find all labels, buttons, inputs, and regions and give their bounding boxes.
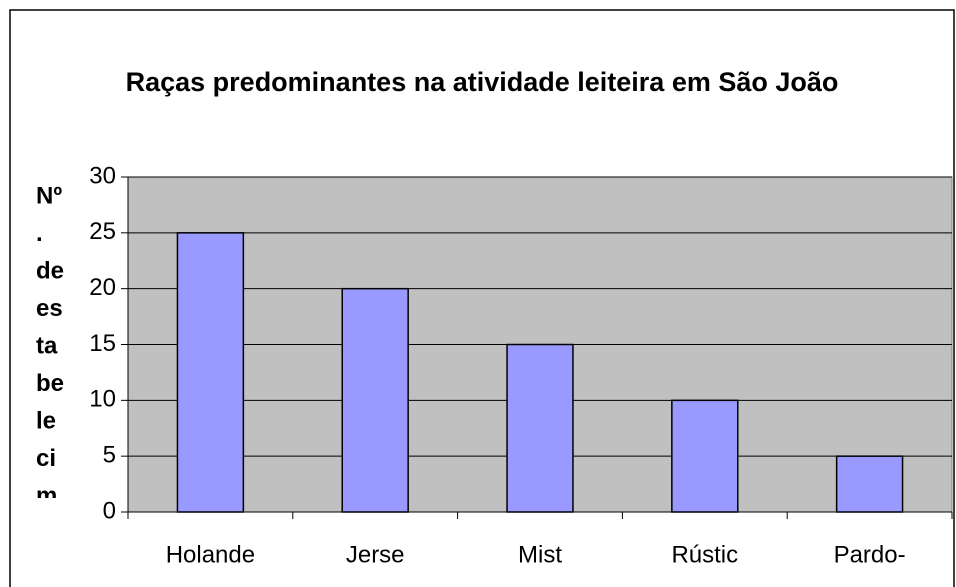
y-axis-label-line: de — [36, 257, 64, 284]
x-tick-label: Mist — [518, 541, 562, 568]
y-tick-label: 25 — [89, 218, 116, 245]
chart-title: Raças predominantes na atividade leiteir… — [125, 67, 839, 97]
y-tick-label: 30 — [89, 162, 116, 189]
y-tick-label: 0 — [103, 497, 116, 524]
bar — [176, 232, 245, 513]
bar — [506, 343, 574, 513]
y-axis-label-line: m — [36, 482, 57, 509]
y-axis-label-line: Nº — [36, 182, 62, 209]
y-tick-label: 5 — [103, 442, 116, 469]
y-axis-label-line: ci — [36, 445, 56, 472]
bar — [341, 287, 409, 513]
x-tick-label: Pardo- — [834, 541, 906, 568]
y-tick-label: 15 — [89, 330, 116, 357]
x-tick-label: Holande — [166, 541, 255, 568]
x-tick-label: Jerse — [346, 541, 405, 568]
y-axis-label-line: . — [36, 220, 43, 247]
x-tick-label: Rústic — [671, 541, 738, 568]
y-axis-label-line: be — [36, 370, 64, 397]
bar — [835, 455, 904, 513]
y-axis-label-line: le — [36, 407, 56, 434]
y-tick-label: 20 — [89, 274, 116, 301]
y-axis-label: Nº. de es ta be le ci m — [36, 182, 64, 509]
y-tick-label: 10 — [89, 386, 116, 413]
y-axis-label-line: ta — [36, 332, 58, 359]
y-axis-label-line: es — [36, 295, 63, 322]
bar — [671, 399, 739, 513]
